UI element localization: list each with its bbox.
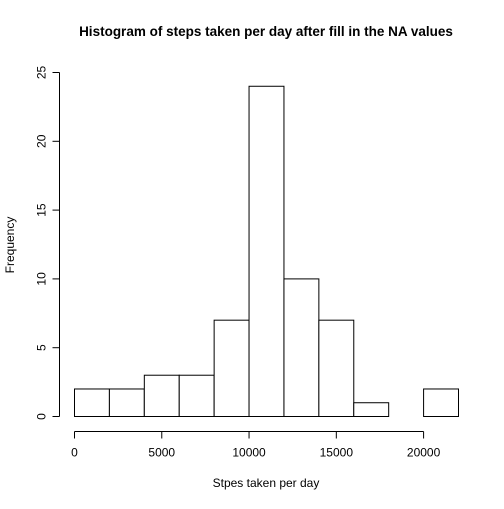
y-tick-label: 15 — [35, 203, 49, 217]
histogram-bar — [143, 374, 180, 417]
histogram-bar — [213, 319, 250, 417]
x-tick-label: 10000 — [232, 446, 266, 460]
x-tick-label: 15000 — [320, 446, 354, 460]
chart-title: Histogram of steps taken per day after f… — [79, 24, 453, 39]
histogram-bar — [108, 388, 145, 418]
bars-group — [74, 85, 460, 418]
y-tick-label: 20 — [35, 134, 49, 148]
y-axis: 0 5 10 15 20 25 — [35, 66, 60, 420]
y-tick-label: 0 — [35, 413, 49, 420]
y-tick-label: 10 — [35, 272, 49, 286]
x-tick-label: 5000 — [148, 446, 175, 460]
histogram-bar — [353, 402, 390, 417]
histogram-bar — [178, 374, 215, 417]
y-axis-label: Frequency — [3, 217, 17, 274]
histogram-bar — [74, 388, 110, 418]
y-tick-label: 5 — [35, 344, 49, 351]
histogram-bar — [248, 85, 285, 417]
histogram-bar — [283, 278, 320, 417]
x-axis: 0 5000 10000 15000 20000 — [71, 431, 441, 460]
x-axis-label: Stpes taken per day — [213, 476, 320, 490]
histogram-bar — [318, 319, 355, 417]
x-tick-label: 0 — [71, 446, 78, 460]
y-tick-label: 25 — [35, 66, 49, 80]
x-tick-label: 20000 — [407, 446, 441, 460]
histogram-bar — [423, 388, 460, 418]
